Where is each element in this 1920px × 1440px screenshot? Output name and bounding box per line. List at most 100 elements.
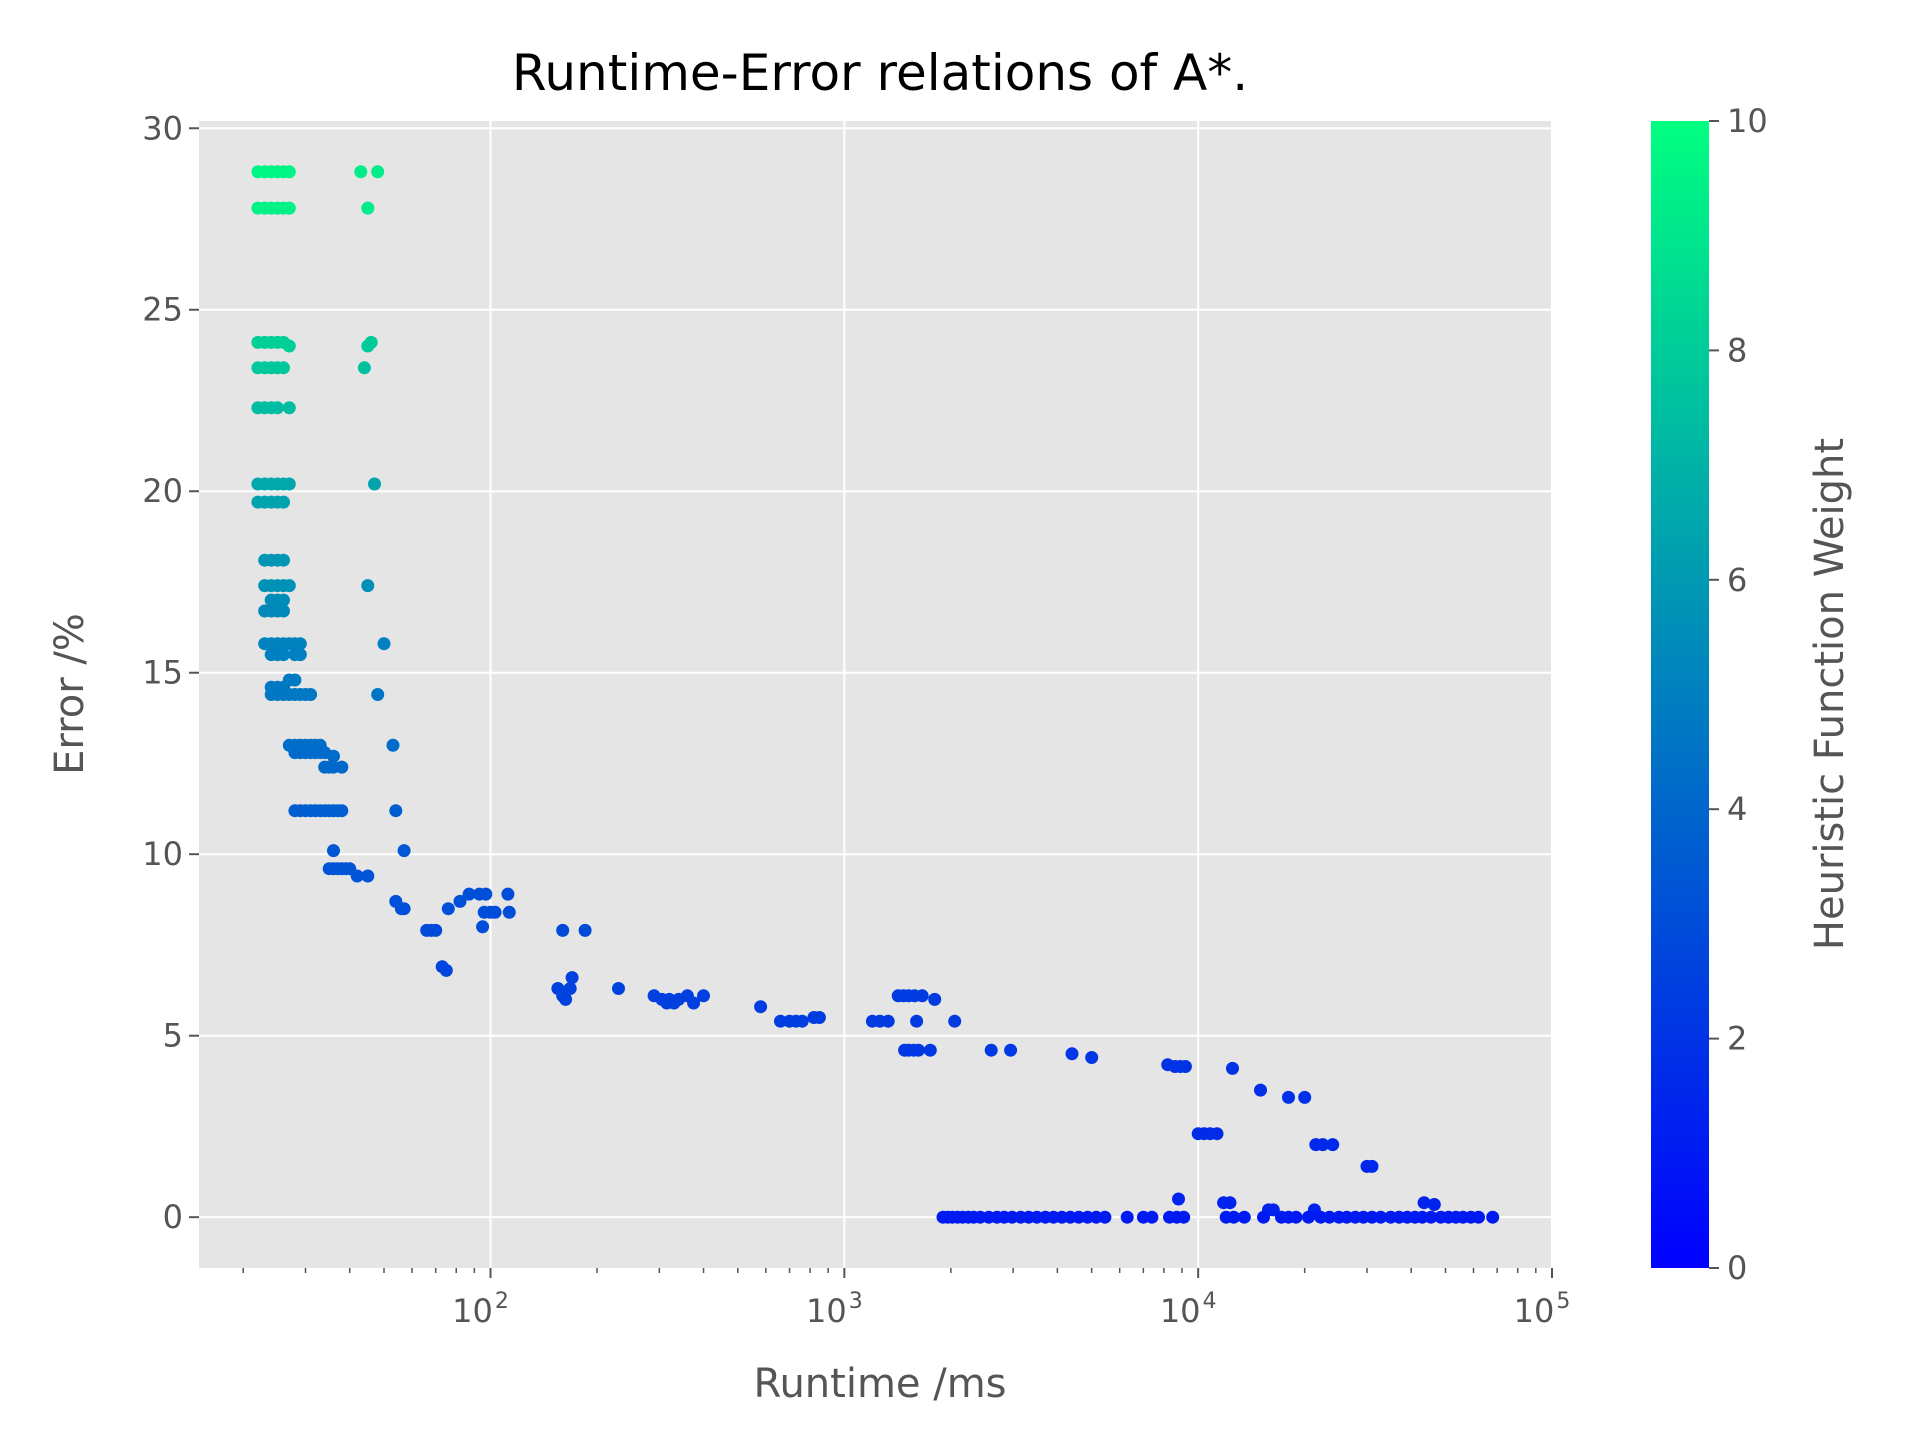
data-point — [612, 982, 625, 995]
data-point — [1085, 1051, 1099, 1064]
data-point — [439, 963, 453, 977]
data-point — [1424, 1210, 1438, 1224]
data-point — [1298, 1090, 1312, 1104]
data-point — [1178, 1060, 1192, 1073]
data-point — [1374, 1210, 1388, 1224]
y-tick-label: 10 — [142, 835, 183, 873]
data-point — [1065, 1047, 1079, 1061]
data-point — [1210, 1127, 1224, 1141]
x-tick-exponent: 3 — [849, 1289, 863, 1314]
data-point — [1237, 1210, 1251, 1224]
x-tick-exponent: 5 — [1556, 1289, 1570, 1314]
data-point — [371, 688, 385, 701]
chart-title: Runtime-Error relations of A*. — [512, 44, 1248, 102]
colorbar-tick-label: 0 — [1727, 1249, 1747, 1287]
y-tick-label: 25 — [142, 291, 183, 329]
data-point — [364, 335, 378, 349]
data-point — [754, 1000, 768, 1014]
colorbar-ticks: 0 2 4 6 8 10 — [1709, 102, 1768, 1287]
data-point — [1289, 1210, 1303, 1224]
data-point — [354, 165, 368, 179]
data-point — [488, 905, 502, 919]
data-point — [335, 760, 349, 774]
data-point — [350, 869, 364, 883]
data-point — [282, 339, 296, 353]
y-tick-label: 15 — [142, 654, 183, 692]
data-point — [277, 648, 290, 662]
x-axis-label: Runtime /ms — [753, 1361, 1006, 1407]
data-point — [327, 844, 340, 858]
data-point — [479, 887, 493, 901]
data-points — [251, 165, 1500, 1224]
colorbar-label: Heuristic Function Weight — [1807, 438, 1853, 950]
x-tick-label: 104 — [1160, 1289, 1217, 1330]
data-point — [928, 992, 942, 1006]
data-point — [1472, 1210, 1485, 1224]
data-point — [1004, 1043, 1018, 1057]
x-tick-exponent: 2 — [495, 1289, 509, 1314]
data-point — [687, 996, 701, 1010]
plot-area — [199, 121, 1552, 1268]
data-point — [1282, 1090, 1295, 1104]
data-point — [357, 361, 371, 375]
data-point — [282, 579, 296, 593]
y-tick-label: 5 — [163, 1017, 183, 1055]
data-point — [1323, 1210, 1336, 1224]
data-point — [277, 604, 290, 618]
data-point — [282, 201, 296, 215]
data-point — [559, 992, 573, 1006]
data-point — [377, 637, 391, 651]
data-point — [1316, 1138, 1330, 1152]
data-point — [881, 1014, 895, 1028]
data-point — [1417, 1196, 1431, 1210]
data-point — [462, 887, 476, 901]
data-point — [1223, 1196, 1237, 1210]
data-point — [563, 982, 577, 995]
data-point — [1257, 1210, 1270, 1224]
data-point — [1254, 1083, 1267, 1097]
data-point — [282, 477, 296, 491]
data-point — [361, 579, 375, 593]
data-point — [271, 401, 284, 415]
colorbar-tick-label: 8 — [1727, 331, 1747, 369]
colorbar-tick-label: 10 — [1727, 102, 1768, 140]
data-point — [397, 844, 411, 858]
data-point — [1227, 1210, 1241, 1224]
data-point — [282, 401, 296, 415]
x-tick-label: 102 — [452, 1289, 509, 1330]
data-point — [1302, 1210, 1315, 1224]
data-point — [335, 804, 349, 818]
data-point — [389, 804, 403, 818]
data-point — [984, 1043, 998, 1057]
data-point — [910, 1014, 924, 1028]
data-point — [368, 477, 381, 491]
data-point — [501, 887, 515, 901]
data-point — [697, 989, 710, 1003]
data-point — [812, 1011, 826, 1024]
data-point — [556, 923, 570, 937]
grid-lines — [199, 121, 1553, 1268]
data-point — [502, 905, 516, 919]
data-point — [397, 902, 411, 916]
data-point — [429, 923, 443, 937]
data-point — [1120, 1210, 1134, 1224]
data-point — [912, 1043, 925, 1057]
data-point — [565, 971, 579, 985]
y-tick-label: 30 — [142, 109, 183, 147]
y-tick-label: 0 — [163, 1198, 183, 1236]
y-axis-ticks: 0 5 10 15 20 25 30 — [142, 109, 199, 1236]
data-point — [578, 923, 592, 937]
colorbar-tick-label: 4 — [1727, 790, 1747, 828]
data-point — [304, 688, 318, 701]
x-tick-label: 103 — [806, 1289, 863, 1330]
data-point — [1326, 1138, 1340, 1152]
colorbar-tick-label: 2 — [1727, 1020, 1747, 1058]
data-point — [277, 593, 290, 607]
data-point — [476, 920, 490, 934]
data-point — [948, 1014, 962, 1028]
data-point — [293, 648, 307, 662]
data-point — [1145, 1210, 1159, 1224]
data-point — [386, 738, 400, 752]
data-point — [277, 361, 290, 375]
